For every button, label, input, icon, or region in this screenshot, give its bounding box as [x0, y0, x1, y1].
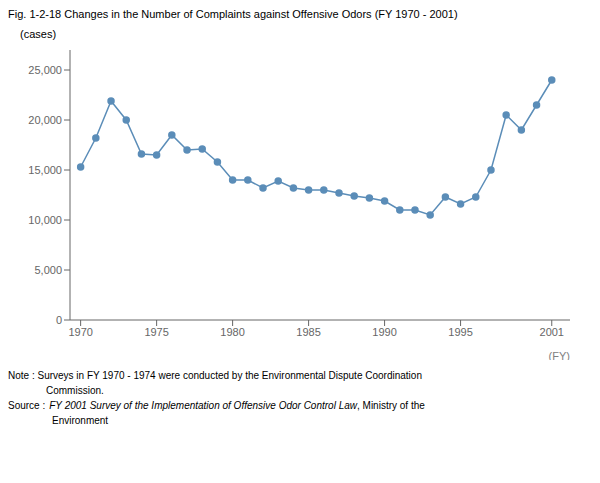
svg-text:2001: 2001	[540, 326, 564, 338]
html-text:Note : Surveys in FY 1970 - 19: Note : Surveys in FY 1970 - 1974 were co…	[8, 370, 422, 381]
svg-text:1975: 1975	[144, 326, 168, 338]
html-text:Commission.: Commission.	[46, 385, 104, 396]
svg-text:25,000: 25,000	[28, 64, 62, 76]
svg-text:1970: 1970	[68, 326, 92, 338]
html-text:Fig. 1-2-18 Changes in the Num: Fig. 1-2-18 Changes in the Number of Com…	[8, 8, 458, 20]
svg-text:(FY): (FY)	[549, 350, 570, 360]
svg-text:1980: 1980	[220, 326, 244, 338]
svg-text:10,000: 10,000	[28, 214, 62, 226]
html-text:(cases): (cases)	[20, 28, 57, 40]
svg-text:1995: 1995	[448, 326, 472, 338]
svg-text:20,000: 20,000	[28, 114, 62, 126]
svg-text:1985: 1985	[296, 326, 320, 338]
html-text:Source : FY 2001 Survey of the: Source : FY 2001 Survey of the Implement…	[8, 400, 425, 411]
svg-text:1990: 1990	[372, 326, 396, 338]
svg-text:15,000: 15,000	[28, 164, 62, 176]
svg-text:0: 0	[56, 314, 62, 326]
svg-text:5,000: 5,000	[34, 264, 62, 276]
html-text:Environment: Environment	[52, 415, 109, 426]
